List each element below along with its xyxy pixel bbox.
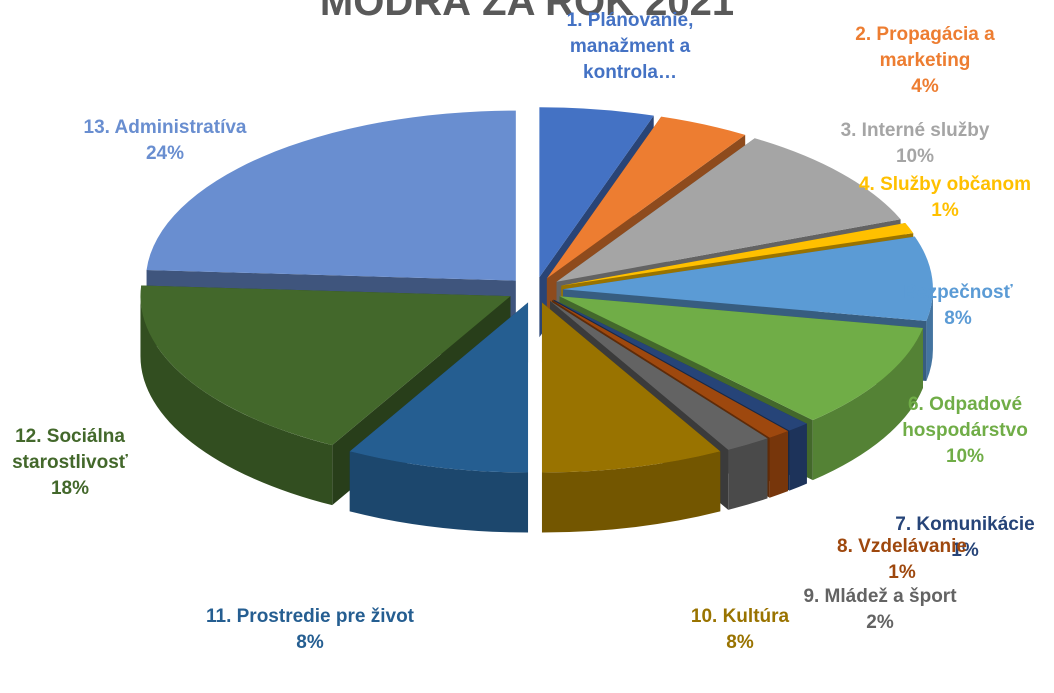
value-label: 1% — [931, 200, 959, 221]
category-label: 9. Mládež a šport — [803, 586, 957, 607]
slice-wall — [926, 289, 933, 382]
chart-title: MODRÁ ZA ROK 2021 — [319, 0, 735, 24]
slice — [349, 302, 529, 473]
slice — [552, 300, 789, 438]
value-label: 1% — [951, 540, 979, 561]
slice-wall — [728, 438, 768, 510]
slice-wall — [541, 451, 721, 533]
value-label: 24% — [145, 143, 185, 164]
slice-label: Bezpečnosť 8% — [898, 280, 1018, 332]
value-label: 8% — [726, 632, 754, 653]
slice-label: 12. Sociálna starostlivosť 18% — [0, 424, 145, 502]
category-label: 13. Administratíva — [83, 117, 247, 138]
slice — [140, 285, 511, 446]
slice — [559, 296, 923, 421]
category-label: 12. Sociálna starostlivosť — [12, 426, 128, 473]
category-label: 4. Služby občanom — [858, 174, 1032, 195]
category-label: 7. Komunikácie — [895, 514, 1035, 535]
slice-label: 13. Administratíva 24% — [35, 115, 295, 167]
category-label: 1. Plánovanie, manažment a kontrola… — [566, 10, 694, 83]
slice-label: 1. Plánovanie, manažment a kontrola… — [545, 8, 715, 86]
slice-label: 3. Interné služby 10% — [805, 118, 1025, 170]
category-label: 6. Odpadové hospodárstvo — [902, 394, 1028, 441]
value-label: 2% — [866, 612, 894, 633]
slice-label: 2. Propagácia a marketing 4% — [840, 22, 1010, 100]
slice — [556, 138, 901, 282]
value-label: 4% — [911, 76, 939, 97]
category-label: 2. Propagácia a marketing — [855, 24, 995, 71]
slice — [553, 299, 807, 431]
slice-label: 4. Služby občanom 1% — [830, 172, 1054, 224]
category-label: 3. Interné služby — [840, 120, 990, 141]
slice — [550, 300, 768, 450]
slice-wall — [812, 328, 923, 481]
slice-label: 6. Odpadové hospodárstvo 10% — [870, 392, 1054, 470]
slice-wall — [349, 451, 529, 533]
category-label: Bezpečnosť — [903, 282, 1013, 303]
slice-wall — [140, 296, 333, 506]
slice — [546, 116, 746, 279]
value-label: 8% — [944, 308, 972, 329]
slice-label: 8. Vzdelávanie 1% — [812, 534, 992, 586]
slice — [561, 223, 914, 286]
slice — [562, 236, 933, 322]
value-label: 10% — [895, 146, 935, 167]
slice-label: 10. Kultúra 8% — [660, 604, 820, 656]
value-label: 18% — [50, 478, 90, 499]
slice-label: 9. Mládež a šport 2% — [765, 584, 995, 636]
slice-wall — [769, 431, 789, 498]
slice — [541, 302, 721, 473]
slice-label: 7. Komunikácie 1% — [865, 512, 1054, 564]
slice-wall — [789, 423, 807, 491]
slice — [539, 107, 654, 278]
category-label: 8. Vzdelávanie — [837, 536, 967, 557]
category-label: 11. Prostredie pre život — [205, 606, 415, 627]
value-label: 10% — [945, 446, 985, 467]
slice — [146, 110, 516, 281]
category-label: 10. Kultúra — [690, 606, 790, 627]
slice-label: 11. Prostredie pre život 8% — [200, 604, 420, 656]
value-label: 8% — [296, 632, 324, 653]
value-label: 1% — [888, 562, 916, 583]
